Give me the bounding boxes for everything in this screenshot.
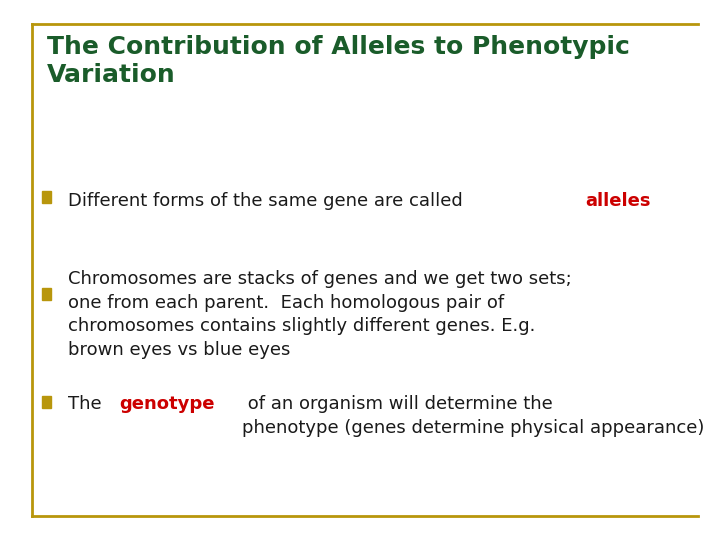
FancyBboxPatch shape — [42, 288, 52, 300]
FancyBboxPatch shape — [42, 191, 52, 203]
Text: The: The — [68, 395, 108, 413]
Text: The Contribution of Alleles to Phenotypic
Variation: The Contribution of Alleles to Phenotypi… — [47, 35, 630, 87]
FancyBboxPatch shape — [42, 396, 52, 408]
Text: Different forms of the same gene are called: Different forms of the same gene are cal… — [68, 192, 469, 210]
Text: Chromosomes are stacks of genes and we get two sets;
one from each parent.  Each: Chromosomes are stacks of genes and we g… — [68, 270, 572, 359]
Text: of an organism will determine the
phenotype (genes determine physical appearance: of an organism will determine the phenot… — [243, 395, 705, 437]
Text: alleles: alleles — [585, 192, 651, 210]
Text: genotype: genotype — [120, 395, 215, 413]
